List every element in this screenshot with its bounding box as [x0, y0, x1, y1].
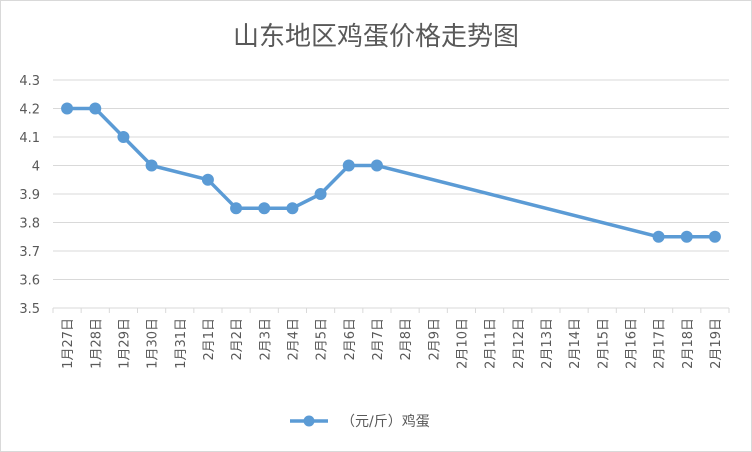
x-tick-label: 2月19日 — [709, 318, 724, 369]
data-point — [370, 159, 383, 172]
x-tick-label: 2月3日 — [258, 318, 273, 361]
x-tick-label: 2月11日 — [484, 318, 499, 369]
legend-label: （元/斤）鸡蛋 — [341, 413, 430, 430]
legend-point-marker — [303, 415, 315, 427]
x-tick-label: 2月4日 — [286, 318, 301, 361]
x-tick-label: 1月30日 — [146, 318, 161, 369]
series-line — [65, 106, 717, 239]
data-point — [201, 173, 214, 186]
data-point — [314, 188, 327, 200]
data-point — [708, 230, 721, 243]
y-tick-label: 4.2 — [19, 103, 40, 118]
x-tick-label: 2月12日 — [512, 318, 527, 369]
y-tick-label: 3.5 — [19, 302, 40, 317]
y-tick-label: 4.1 — [19, 131, 40, 146]
data-point — [342, 159, 355, 172]
x-tick-label: 2月8日 — [399, 318, 414, 361]
data-point — [61, 102, 74, 115]
y-tick-label: 4 — [32, 160, 40, 175]
y-tick-label: 4.3 — [19, 74, 40, 89]
x-tick-label: 2月13日 — [540, 318, 555, 369]
axes — [52, 307, 730, 313]
x-tick-label: 2月2日 — [230, 318, 245, 361]
x-tick-label: 2月18日 — [681, 318, 696, 369]
x-tick-label: 2月6日 — [343, 318, 358, 361]
x-tick-label: 2月7日 — [371, 318, 386, 361]
data-point — [230, 202, 243, 215]
x-tick-label: 2月5日 — [315, 318, 330, 361]
y-axis-ticks: 3.5 3.6 3.7 3.8 3.9 4 4.1 4.2 4.3 — [19, 74, 40, 317]
data-point — [117, 131, 130, 143]
x-tick-label: 1月29日 — [117, 318, 132, 369]
x-tick-label: 2月15日 — [596, 318, 611, 369]
x-tick-label: 1月31日 — [174, 318, 189, 369]
x-tick-label: 2月16日 — [624, 318, 639, 369]
x-tick-label: 1月27日 — [61, 318, 76, 369]
series-layer — [61, 102, 721, 243]
y-tick-label: 3.8 — [19, 217, 40, 232]
data-point — [286, 202, 299, 215]
y-tick-label: 3.6 — [19, 274, 40, 289]
data-point — [89, 102, 102, 115]
x-tick-label: 2月17日 — [653, 318, 668, 369]
y-tick-label: 3.9 — [19, 188, 40, 203]
x-tick-label: 1月28日 — [89, 318, 104, 369]
data-point — [145, 159, 158, 172]
chart-title: 山东地区鸡蛋价格走势图 — [233, 22, 519, 52]
y-tick-label: 3.7 — [19, 245, 40, 260]
x-tick-label: 2月14日 — [568, 318, 583, 369]
x-axis-ticks: 1月27日 1月28日 1月29日 1月30日 1月31日 2月1日 2月2日 2月3日 2月4… — [61, 318, 724, 369]
legend[interactable]: （元/斤）鸡蛋 — [290, 413, 430, 430]
x-tick-label: 2月9日 — [427, 318, 442, 361]
data-point — [652, 230, 665, 243]
gridlines — [53, 79, 729, 280]
x-tick-label: 2月1日 — [202, 318, 217, 361]
data-point — [680, 230, 693, 243]
data-point — [258, 202, 271, 215]
x-tick-label: 2月10日 — [455, 318, 470, 369]
